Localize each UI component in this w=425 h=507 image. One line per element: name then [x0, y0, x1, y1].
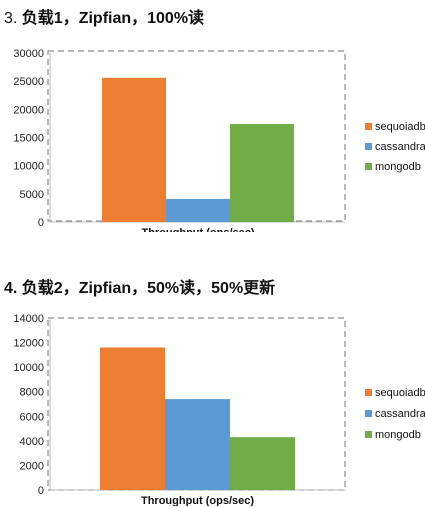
chart1-heading-number: 3. — [4, 10, 18, 27]
chart1-legend-label-mongodb: mongodb — [375, 161, 421, 173]
chart1-y-tick-label: 15000 — [13, 133, 44, 145]
chart2-y-tick-label: 12000 — [13, 338, 44, 350]
chart2-y-tick-label: 14000 — [13, 313, 44, 325]
chart2-legend-label-cassandra: cassandra — [375, 408, 425, 420]
chart1-legend-swatch-mongodb — [365, 163, 372, 170]
chart1-y-tick-label: 10000 — [13, 161, 44, 173]
chart2-legend-swatch-sequoiadb — [365, 389, 372, 396]
chart1-y-tick-label: 5000 — [20, 189, 44, 201]
chart2-y-tick-label: 8000 — [20, 387, 44, 399]
chart2-legend-swatch-cassandra — [365, 410, 372, 417]
chart2-bar-sequoiadb — [100, 347, 165, 490]
chart1-y-tick-label: 25000 — [13, 76, 44, 88]
chart2-legend-swatch-mongodb — [365, 431, 372, 438]
chart2-frame — [47, 317, 346, 491]
chart2-x-axis-label: Throughput (ops/sec) — [141, 495, 254, 506]
chart2-legend-label-sequoiadb: sequoiadb — [375, 387, 425, 399]
chart2-svg: 0 2000 4000 6000 8000 10000 12000 14000 Throughp… — [13, 313, 425, 506]
chart1-y-tick-label: 30000 — [13, 48, 44, 60]
chart2-bar-mongodb — [230, 437, 295, 490]
chart2-y-tick-label: 10000 — [13, 362, 44, 374]
chart2-y-tick-label: 0 — [38, 485, 44, 497]
chart1-y-tick-label: 20000 — [13, 104, 44, 116]
chart1-bar-mongodb — [230, 123, 294, 222]
chart1-bar-sequoiadb — [102, 77, 166, 222]
chart1-svg: 0 5000 10000 15000 20000 25000 30000 Throughput… — [13, 48, 425, 232]
chart1-frame — [47, 50, 346, 222]
chart2-y-tick-label: 2000 — [20, 460, 44, 472]
chart2-y-tick-label: 6000 — [20, 411, 44, 423]
chart1-x-axis-label: Throughput (ops/sec) — [141, 227, 254, 232]
chart2-y-tick-label: 4000 — [20, 436, 44, 448]
chart1-bar-cassandra — [166, 198, 230, 222]
chart2-legend-label-mongodb: mongodb — [375, 429, 421, 441]
chart1-legend-label-cassandra: cassandra — [375, 141, 425, 153]
chart2-heading: 4. 负载2，Zipfian，50%读，50%更新 — [4, 280, 276, 297]
chart1-legend-swatch-sequoiadb — [365, 123, 372, 130]
chart1-y-tick-label: 0 — [38, 217, 44, 229]
chart1-heading-text: 负载1，Zipfian，100%读 — [21, 10, 205, 27]
chart1-legend-swatch-cassandra — [365, 143, 372, 150]
chart2-bar-cassandra — [165, 399, 230, 490]
chart1-heading: 3. 负载1，Zipfian，100%读 — [4, 4, 204, 28]
chart1-legend-label-sequoiadb: sequoiadb — [375, 121, 425, 133]
